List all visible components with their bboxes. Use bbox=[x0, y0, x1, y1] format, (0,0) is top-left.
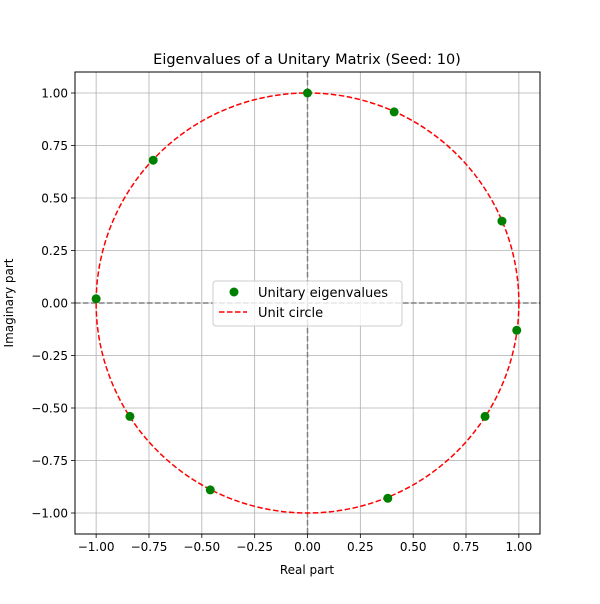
y-tick-label: 0.50 bbox=[41, 192, 68, 206]
eigenvalue-point bbox=[512, 325, 522, 335]
legend-box bbox=[212, 280, 403, 327]
y-tick-label: −0.25 bbox=[31, 349, 68, 363]
y-tick-label: −1.00 bbox=[31, 507, 68, 521]
x-tick-label: −1.00 bbox=[78, 540, 115, 554]
eigenvalue-point bbox=[389, 107, 399, 117]
y-tick-label: −0.50 bbox=[31, 402, 68, 416]
y-tick-label: −0.75 bbox=[31, 454, 68, 468]
legend-label-unit-circle: Unit circle bbox=[258, 306, 323, 321]
eigenvalue-point bbox=[497, 216, 507, 226]
x-tick-label: 0.25 bbox=[347, 540, 374, 554]
y-axis-label: Imaginary part bbox=[2, 258, 16, 347]
legend-marker-eigenvalues bbox=[229, 287, 239, 297]
x-tick-label: −0.25 bbox=[236, 540, 273, 554]
y-tick-label: 0.25 bbox=[41, 244, 68, 258]
eigenvalue-point bbox=[205, 485, 215, 495]
y-tick-label: 0.00 bbox=[41, 297, 68, 311]
eigenvalue-point bbox=[91, 294, 101, 304]
x-axis-ticks: −1.00 −0.75 −0.50 −0.25 0.00 0.25 0.50 0.75 1.00 bbox=[78, 534, 532, 554]
eigenvalue-point bbox=[303, 88, 312, 98]
eigenvalue-point bbox=[480, 411, 490, 421]
x-tick-label: −0.50 bbox=[183, 540, 220, 554]
x-tick-label: 0.50 bbox=[400, 540, 427, 554]
y-tick-label: 0.75 bbox=[41, 139, 68, 153]
x-tick-label: 0.75 bbox=[453, 540, 480, 554]
chart-title: Eigenvalues of a Unitary Matrix (Seed: 1… bbox=[153, 52, 461, 68]
x-tick-label: −0.75 bbox=[131, 540, 168, 554]
y-tick-label: 1.00 bbox=[41, 87, 68, 101]
eigenvalue-point bbox=[148, 155, 158, 165]
eigenvalue-point bbox=[125, 411, 135, 421]
eigenvalue-points bbox=[91, 88, 522, 503]
y-axis-ticks: −1.00 −0.75 −0.50 −0.25 0.00 0.25 0.50 0.75 1.00 bbox=[31, 87, 75, 521]
x-tick-label: 1.00 bbox=[506, 540, 533, 554]
x-tick-label: 0.00 bbox=[294, 540, 321, 554]
legend: Unitary eigenvalues Unit circle bbox=[212, 280, 403, 327]
eigenvalue-point bbox=[383, 493, 393, 503]
x-axis-label: Real part bbox=[280, 563, 335, 577]
legend-label-eigenvalues: Unitary eigenvalues bbox=[258, 286, 388, 301]
